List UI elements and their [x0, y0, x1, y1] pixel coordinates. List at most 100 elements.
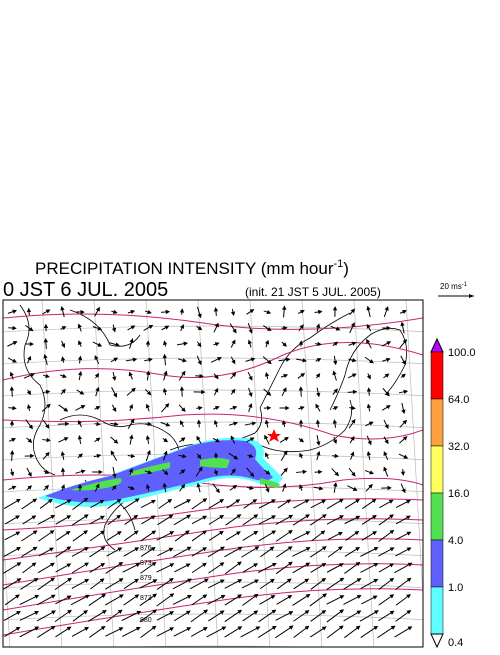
wind-arrow-head: [289, 612, 292, 614]
wind-arrow-head: [130, 339, 133, 342]
wind-arrow-head: [181, 325, 183, 328]
wind-arrow-head: [114, 358, 117, 361]
wind-arrow-head: [35, 595, 38, 597]
wind-arrow-head: [404, 456, 407, 458]
wind-arrow-head: [358, 596, 361, 598]
map: 876 873 879 873 880: [0, 294, 430, 650]
wind-arrow-head: [97, 308, 99, 311]
wind-arrow-head: [16, 532, 19, 534]
colorbar-label: 16.0: [448, 488, 469, 500]
colorbar: 100.064.032.016.04.01.00.4: [431, 339, 476, 649]
valid-time: 0 JST 6 JUL. 2005: [3, 279, 168, 301]
wind-arrow-head: [79, 357, 82, 360]
wind-arrow-head: [403, 361, 405, 364]
wind-arrow-head: [319, 471, 322, 474]
wind-arrow-head: [248, 341, 251, 344]
wind-arrow-head: [198, 421, 201, 424]
wind-arrow-head: [78, 436, 81, 439]
wind-arrow-head: [322, 564, 325, 567]
wind-arrow-head: [31, 455, 34, 458]
wind-arrow-head: [181, 387, 184, 390]
wind-arrow-head: [29, 473, 31, 476]
wind-arrow-head: [153, 580, 156, 582]
wind-arrow-head: [198, 361, 201, 364]
wind-arrow-head: [352, 323, 354, 326]
wind-arrow-head: [265, 421, 268, 424]
wind-arrow-head: [215, 389, 217, 392]
wind-arrow-head: [370, 471, 373, 474]
coastlines: [20, 305, 407, 550]
wind-arrow-head: [216, 343, 219, 346]
wind-arrow-head: [333, 372, 336, 375]
wind-arrow-head: [317, 324, 320, 327]
wind-arrow-head: [149, 326, 152, 329]
wind-arrow-head: [220, 500, 223, 503]
title-close: ): [343, 259, 349, 278]
contour-label: 876: [140, 545, 152, 552]
wind-arrow-head: [303, 470, 306, 473]
wind-arrow-head: [307, 548, 310, 550]
wind-arrow-head: [46, 375, 49, 378]
wind-arrow-head: [351, 452, 354, 455]
wind-arrow-head: [357, 579, 360, 582]
wind-arrow-head: [288, 596, 291, 599]
wind-arrow-head: [86, 595, 89, 597]
wind-arrow-head: [131, 326, 134, 329]
wind-arrow-head: [130, 405, 133, 408]
wind-arrow-head: [45, 325, 48, 328]
wind-arrow-head: [181, 309, 184, 312]
wind-arrow-head: [11, 472, 14, 475]
colorbar-label: 4.0: [448, 535, 463, 547]
wind-arrow-head: [317, 452, 320, 455]
wind-arrow-head: [133, 358, 136, 361]
wind-arrow-head: [85, 548, 88, 550]
wind-arrow-head: [216, 324, 218, 327]
wind-arrow-head: [188, 547, 191, 549]
wind-arrow-head: [85, 580, 88, 582]
contour-label: 879: [140, 575, 152, 582]
wind-arrow-head: [387, 406, 390, 409]
wind-arrow-head: [52, 595, 55, 597]
wind-arrow-head: [14, 342, 17, 344]
wind-arrow-head: [199, 407, 202, 410]
wind-arrow-head: [67, 564, 70, 566]
wind-arrow-head: [233, 406, 236, 409]
wind-arrow-head: [266, 489, 269, 492]
wind-arrow-head: [300, 454, 302, 457]
wind-arrow-head: [407, 516, 410, 518]
wind-arrow-head: [85, 563, 88, 566]
wind-arrow-head: [222, 627, 225, 629]
wind-arrow-head: [237, 532, 240, 535]
wind-arrow-head: [166, 423, 169, 426]
wind-arrow-head: [218, 358, 221, 360]
wind-arrow-head: [187, 611, 190, 614]
wind-arrow-head: [306, 532, 309, 534]
wind-arrow-head: [316, 405, 319, 408]
wind-arrow-head: [215, 421, 218, 424]
wind-arrow-head: [356, 548, 359, 551]
wind-arrow-head: [335, 455, 338, 458]
wind-arrow-head: [205, 579, 208, 581]
wind-arrow-head: [188, 596, 191, 598]
wind-arrow-head: [402, 472, 405, 475]
wind-arrow-head: [11, 421, 14, 424]
wind-arrow-head: [82, 470, 85, 473]
wind-arrow-head: [221, 547, 224, 550]
wind-arrow-head: [31, 374, 34, 376]
precipitation: [38, 438, 283, 507]
wind-arrow-head: [197, 484, 200, 487]
wind-arrow-head: [289, 515, 292, 517]
wind-arrow-head: [120, 595, 123, 598]
wind-arrow-head: [118, 548, 121, 550]
contour-label: 880: [140, 617, 152, 624]
wind-arrow-head: [306, 500, 309, 502]
wind-arrow-head: [149, 358, 152, 361]
wind-arrow-head: [30, 343, 33, 346]
wind-arrow-head: [137, 627, 140, 629]
wind-arrow-head: [135, 548, 138, 551]
wind-arrow-head: [28, 357, 30, 360]
wind-arrow-head: [368, 388, 371, 391]
meridian: [42, 300, 62, 650]
wind-arrow-head: [232, 360, 234, 363]
wind-arrow-head: [254, 564, 257, 567]
